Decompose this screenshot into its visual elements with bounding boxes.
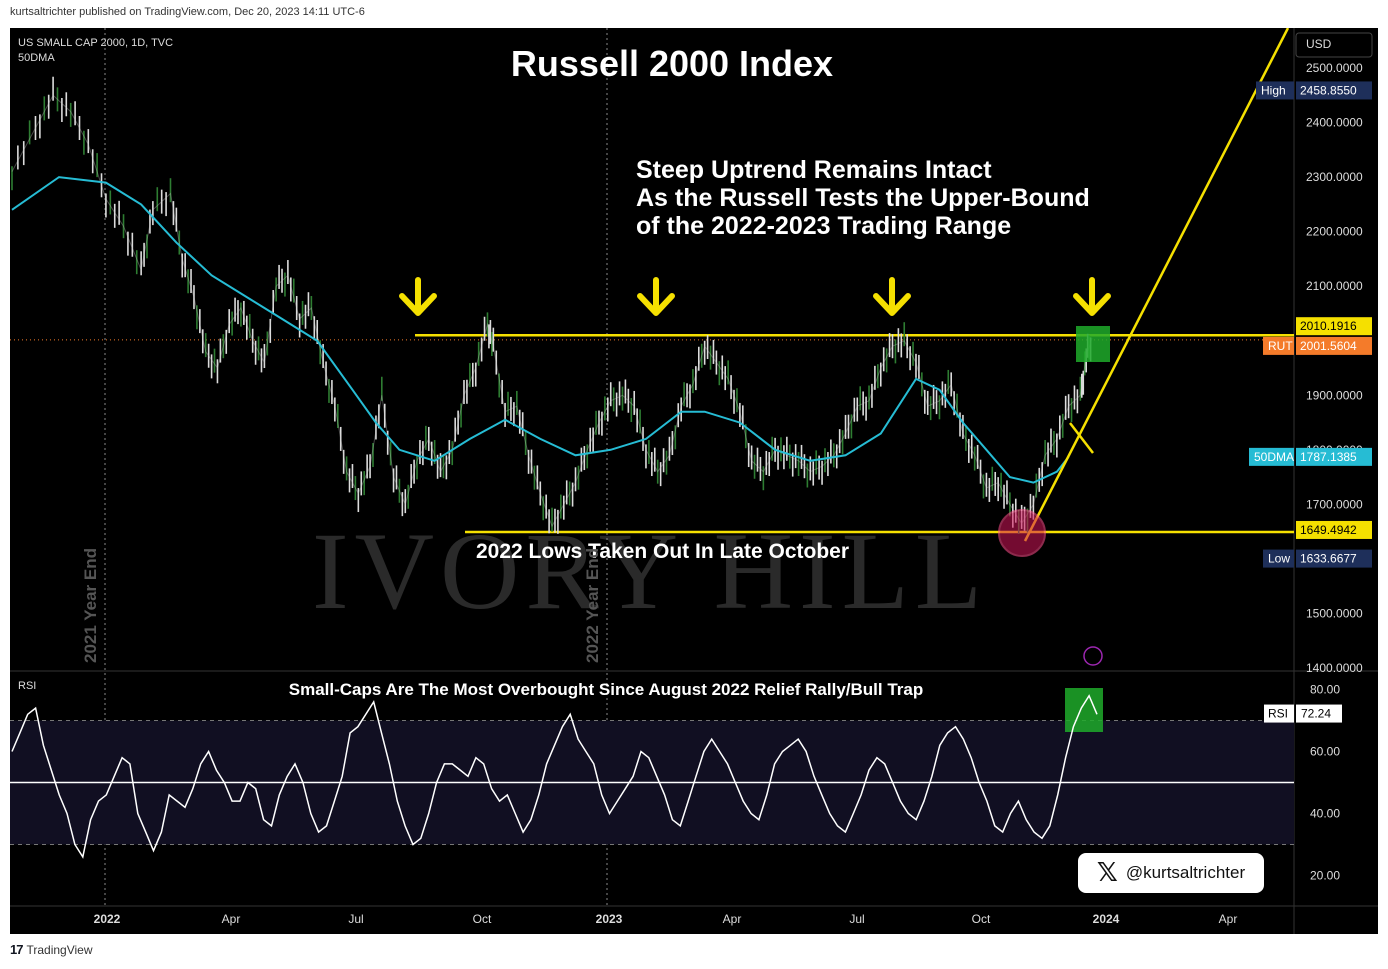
time-tick-label: 2023 bbox=[596, 912, 623, 926]
chart-title: Russell 2000 Index bbox=[511, 43, 833, 84]
watermark-text: IVORY HILL bbox=[312, 510, 988, 632]
rsi-annotation: Small-Caps Are The Most Overbought Since… bbox=[289, 680, 924, 699]
social-handle: @kurtsaltrichter bbox=[1125, 863, 1246, 882]
price-label-tag-box bbox=[1256, 81, 1294, 100]
annotation-line-2: As the Russell Tests the Upper-Bound bbox=[636, 184, 1090, 212]
lightning-icon bbox=[1083, 646, 1103, 666]
time-tick-label: Oct bbox=[473, 912, 492, 926]
down-arrow-icon-1 bbox=[399, 277, 437, 316]
published-header: kurtsaltrichter published on TradingView… bbox=[10, 6, 365, 18]
down-arrow-icon-4 bbox=[1073, 277, 1111, 316]
price-label-value: 1649.4942 bbox=[1300, 523, 1357, 537]
time-tick-label: Jul bbox=[348, 912, 363, 926]
annotation-line-1: Steep Uptrend Remains Intact bbox=[636, 156, 992, 184]
time-tick-label: 2022 bbox=[94, 912, 121, 926]
time-tick-label: Apr bbox=[222, 912, 241, 926]
price-label-value: 2010.1916 bbox=[1300, 319, 1357, 333]
price-label-tag-box bbox=[1263, 336, 1294, 355]
rsi-tag: RSI bbox=[1268, 707, 1288, 721]
symbol-label: US SMALL CAP 2000, 1D, TVC bbox=[18, 37, 173, 49]
chart-svg[interactable]: IVORY HILL 2500.0000 2400.0000 2300.0000 22… bbox=[10, 28, 1378, 934]
indicator-label: 50DMA bbox=[18, 52, 55, 64]
currency-label: USD bbox=[1306, 37, 1332, 51]
rsi-series bbox=[11, 694, 1098, 859]
time-tick-label: Oct bbox=[972, 912, 991, 926]
uptrend-line bbox=[1023, 28, 1290, 542]
currency-box bbox=[1295, 32, 1373, 58]
rsi-tick-label: 80.00 bbox=[1310, 683, 1340, 697]
price-label-box bbox=[1296, 520, 1372, 539]
down-arrow-icon-3 bbox=[873, 277, 911, 316]
price-tick-label: 1700.0000 bbox=[1306, 497, 1363, 511]
price-highlight-box bbox=[1076, 326, 1110, 362]
price-label-value: 1787.1385 bbox=[1300, 450, 1357, 464]
lows-annotation: 2022 Lows Taken Out In Late October bbox=[476, 540, 849, 563]
rsi-tick-label: 40.00 bbox=[1310, 807, 1340, 821]
time-tick-label: 2024 bbox=[1093, 912, 1120, 926]
uptrend-lower-line bbox=[1069, 422, 1094, 454]
chart-area[interactable]: IVORY HILL 2500.0000 2400.0000 2300.0000 22… bbox=[10, 28, 1378, 934]
price-label-tag-box bbox=[1249, 447, 1294, 466]
price-label-box bbox=[1296, 317, 1372, 336]
price-label-tag: 50DMA bbox=[1254, 450, 1294, 464]
price-label-box bbox=[1296, 549, 1372, 568]
rsi-highlight-box bbox=[1065, 688, 1103, 732]
time-tick-label: Apr bbox=[723, 912, 742, 926]
price-tick-label: 2200.0000 bbox=[1306, 225, 1363, 239]
rsi-tick-label: 20.00 bbox=[1310, 869, 1340, 883]
tradingview-logo-icon: 17 bbox=[10, 942, 24, 957]
rsi-value-box bbox=[1296, 704, 1342, 723]
time-tick-label: Jul bbox=[849, 912, 864, 926]
rsi-value: 72.24 bbox=[1301, 707, 1331, 721]
price-tick-label: 1400.0000 bbox=[1306, 661, 1363, 675]
price-tick-label: 2400.0000 bbox=[1306, 116, 1363, 130]
footer-brand: TradingView bbox=[26, 942, 93, 957]
footer: 17 TradingView bbox=[10, 942, 93, 957]
price-tick-label: 1500.0000 bbox=[1306, 607, 1363, 621]
social-badge: 𝕏 @kurtsaltrichter bbox=[1078, 853, 1264, 893]
rsi-tag-box bbox=[1264, 704, 1294, 723]
price-label-box bbox=[1296, 447, 1372, 466]
price-tick-label: 2300.0000 bbox=[1306, 170, 1363, 184]
price-label-tag: High bbox=[1261, 83, 1286, 97]
lows-highlight-circle bbox=[998, 509, 1046, 557]
vline-label-2021: 2021 Year End bbox=[81, 548, 100, 663]
price-tick-label: 2500.0000 bbox=[1306, 61, 1363, 75]
price-label-box bbox=[1296, 336, 1372, 355]
vline-label-2022: 2022 Year End bbox=[583, 548, 602, 663]
x-logo-icon: 𝕏 bbox=[1096, 858, 1118, 888]
price-tick-label: 2100.0000 bbox=[1306, 279, 1363, 293]
price-label-tag: Low bbox=[1268, 552, 1290, 566]
ma50-series bbox=[11, 176, 1070, 484]
annotation-line-3: of the 2022-2023 Trading Range bbox=[636, 212, 1011, 240]
price-label-tag-box bbox=[1263, 549, 1294, 568]
price-label-value: 2001.5604 bbox=[1300, 339, 1357, 353]
price-tick-label: 1900.0000 bbox=[1306, 388, 1363, 402]
price-label-box bbox=[1296, 81, 1372, 100]
time-tick-label: Apr bbox=[1219, 912, 1238, 926]
down-arrow-icon-2 bbox=[637, 277, 675, 316]
rut-price-series bbox=[11, 94, 1093, 528]
price-label-value: 1633.6677 bbox=[1300, 552, 1357, 566]
price-label-value: 2458.8550 bbox=[1300, 83, 1357, 97]
rsi-label: RSI bbox=[18, 680, 36, 692]
price-label-tag: RUT bbox=[1268, 339, 1293, 353]
rsi-tick-label: 60.00 bbox=[1310, 745, 1340, 759]
